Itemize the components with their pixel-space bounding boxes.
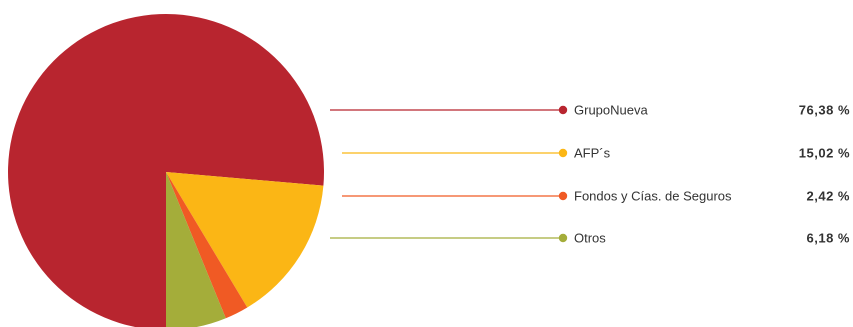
legend: GrupoNueva 76,38 % AFP´s 15,02 % Fondos y Cí… <box>330 103 850 246</box>
legend-item-2: Fondos y Cías. de Seguros 2,42 % <box>342 189 850 204</box>
pie-slice-1 <box>166 172 324 308</box>
legend-value: 76,38 % <box>799 103 850 118</box>
pie-slices <box>8 14 324 327</box>
legend-label: GrupoNueva <box>574 103 648 118</box>
legend-item-3: Otros 6,18 % <box>330 231 850 246</box>
pie-slice-3 <box>166 172 226 327</box>
legend-label: Fondos y Cías. de Seguros <box>574 189 732 204</box>
legend-marker <box>558 105 568 115</box>
legend-marker <box>558 148 568 158</box>
pie-slice-0 <box>8 14 324 327</box>
legend-label: AFP´s <box>574 146 611 161</box>
legend-item-0: GrupoNueva 76,38 % <box>330 103 850 118</box>
legend-marker <box>558 191 568 201</box>
legend-item-1: AFP´s 15,02 % <box>342 146 850 161</box>
legend-value: 2,42 % <box>807 189 850 204</box>
legend-value: 15,02 % <box>799 146 850 161</box>
legend-marker <box>558 233 568 243</box>
pie-slice-2 <box>166 172 248 319</box>
legend-value: 6,18 % <box>807 231 850 246</box>
legend-label: Otros <box>574 231 606 246</box>
